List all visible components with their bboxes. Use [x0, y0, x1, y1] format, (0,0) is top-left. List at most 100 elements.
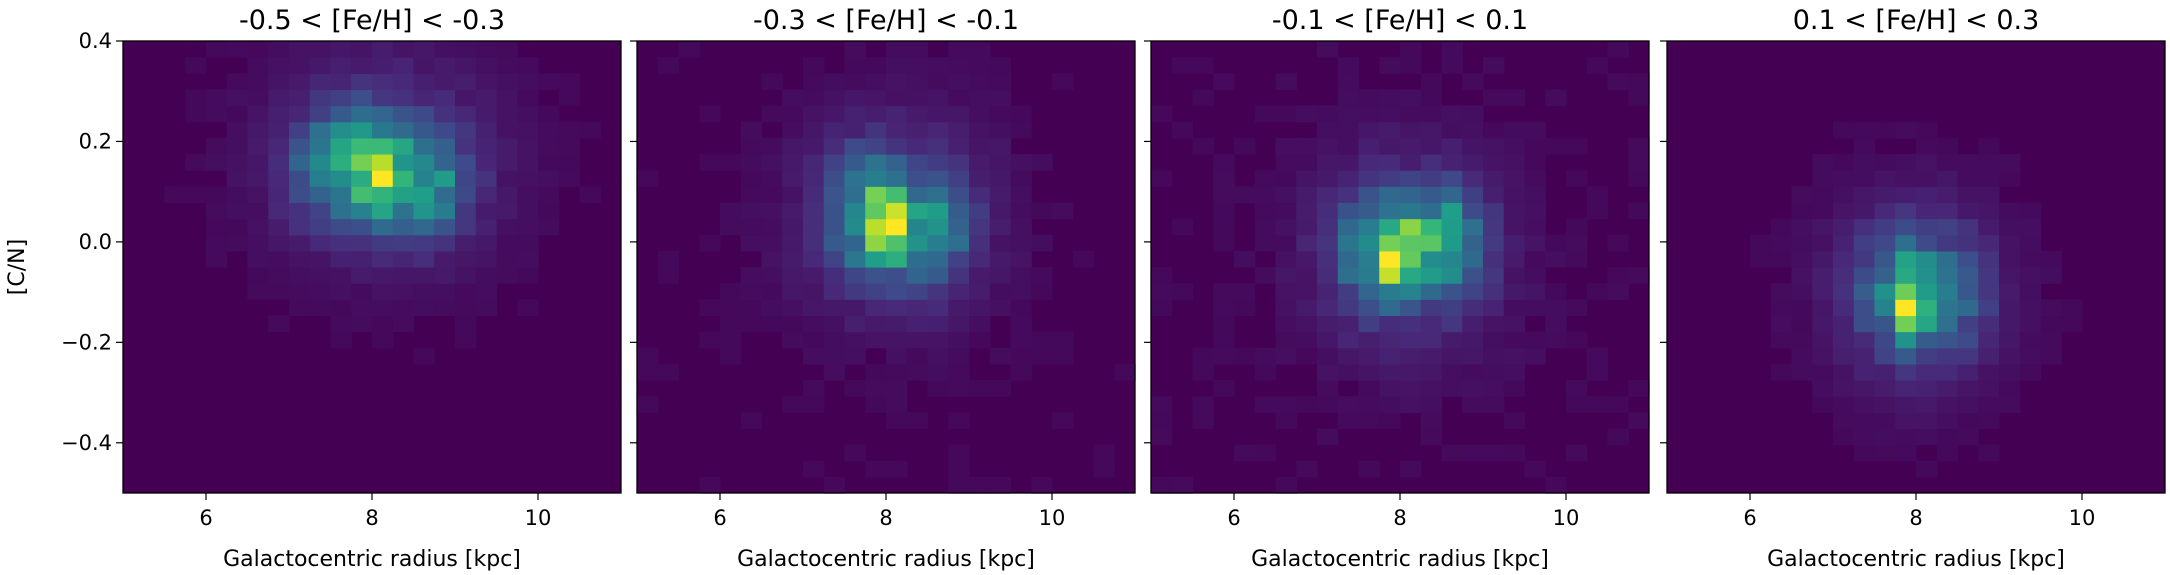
heatmap-cell: [823, 315, 846, 333]
heatmap-cell: [906, 105, 929, 123]
heatmap-cell: [1833, 283, 1855, 300]
heatmap-cell: [1503, 444, 1526, 462]
heatmap-cell: [268, 41, 290, 58]
heatmap-cell: [969, 218, 991, 236]
heatmap-cell: [372, 234, 394, 252]
heatmap-cell: [699, 105, 721, 123]
heatmap-cell: [1978, 363, 2000, 381]
heatmap-cell: [2040, 250, 2062, 268]
heatmap-cell: [1895, 444, 1917, 462]
heatmap-cell: [2040, 299, 2062, 317]
heatmap-cell: [1254, 218, 1277, 236]
heatmap-cell: [1999, 218, 2021, 236]
heatmap-cell: [886, 460, 908, 478]
x-tick-label: 8: [1393, 506, 1406, 530]
heatmap-cell: [989, 137, 1012, 155]
heatmap-cell: [823, 283, 846, 300]
heatmap-cell: [1462, 186, 1484, 204]
heatmap-cell: [844, 89, 866, 107]
heatmap-cell: [1957, 331, 1979, 349]
heatmap-cell: [1916, 412, 1938, 430]
heatmap-cell: [906, 154, 929, 171]
heatmap-cell: [1833, 202, 1855, 220]
heatmap-cell: [1916, 428, 1938, 446]
heatmap-cell: [1812, 283, 1834, 300]
heatmap-cell: [475, 73, 498, 91]
heatmap-cell: [2019, 315, 2042, 333]
heatmap-cell: [1607, 428, 1629, 446]
heatmap-cell: [969, 315, 991, 333]
heatmap-cell: [1072, 250, 1095, 268]
heatmap-cell: [185, 105, 207, 123]
heatmap-cell: [761, 250, 783, 268]
heatmap-cell: [823, 267, 846, 284]
heatmap-cell: [392, 73, 415, 91]
heatmap-cell: [1916, 154, 1938, 171]
heatmap-cell: [927, 331, 949, 349]
heatmap-cell: [1628, 137, 1650, 155]
heatmap-cell: [844, 137, 866, 155]
heatmap-cell: [1379, 380, 1401, 397]
heatmap-cell: [1895, 347, 1917, 365]
heatmap-cell: [1358, 186, 1380, 204]
heatmap-cell: [1936, 186, 1959, 204]
heatmap-cell: [1853, 380, 1876, 397]
heatmap-cell: [475, 267, 498, 284]
heatmap-cell: [1916, 170, 1938, 187]
heatmap-cell: [1254, 186, 1277, 204]
heatmap-cell: [1874, 154, 1896, 171]
heatmap-cell: [1833, 154, 1855, 171]
heatmap-cell: [1566, 331, 1588, 349]
heatmap-cell: [803, 105, 825, 123]
heatmap-cell: [1607, 396, 1629, 413]
heatmap-cell: [1358, 250, 1380, 268]
heatmap-cell: [761, 186, 783, 204]
heatmap-cell: [948, 380, 970, 397]
heatmap-cell: [844, 202, 866, 220]
heatmap-cell: [517, 186, 539, 204]
heatmap-cell: [1545, 299, 1567, 317]
heatmap-cell: [392, 137, 415, 155]
heatmap-cell: [1337, 202, 1360, 220]
heatmap-cell: [865, 105, 887, 123]
heatmap-cell: [1358, 105, 1380, 123]
heatmap-cell: [579, 186, 601, 204]
heatmap-cell: [330, 57, 352, 74]
heatmap-cell: [1441, 170, 1463, 187]
heatmap-cell: [475, 234, 498, 252]
heatmap-cell: [351, 137, 373, 155]
heatmap-cell: [1337, 396, 1360, 413]
heatmap-cell: [1275, 476, 1297, 494]
heatmap-cell: [1999, 315, 2021, 333]
heatmap-cell: [823, 105, 846, 123]
heatmap-cell: [1874, 121, 1896, 139]
heatmap-cell: [1296, 105, 1318, 123]
heatmap-cell: [1400, 363, 1422, 381]
heatmap-cell: [413, 89, 435, 107]
heatmap-cell: [1052, 73, 1074, 91]
heatmap-cell: [1400, 234, 1422, 252]
heatmap-cell: [865, 218, 887, 236]
heatmap-cell: [1462, 137, 1484, 155]
heatmap-cell: [1192, 57, 1214, 74]
heatmap-cell: [413, 218, 435, 236]
heatmap-cell: [434, 234, 456, 252]
heatmap-cell: [865, 121, 887, 139]
heatmap-cell: [761, 283, 783, 300]
heatmap-cell: [1586, 202, 1609, 220]
heatmap-cell: [434, 170, 456, 187]
heatmap-cell: [823, 363, 846, 381]
heatmap-cell: [1379, 170, 1401, 187]
heatmap-cell: [372, 331, 394, 349]
heatmap-cell: [1010, 299, 1032, 317]
heatmap-cell: [1895, 331, 1917, 349]
heatmap-cell: [1524, 250, 1546, 268]
heatmap-cell: [948, 331, 970, 349]
heatmap-cell: [1524, 218, 1546, 236]
heatmap-cell: [1400, 202, 1422, 220]
heatmap-cell: [413, 137, 435, 155]
heatmap-cell: [434, 250, 456, 268]
heatmap-cell: [455, 234, 477, 252]
heatmap-cell: [989, 267, 1012, 284]
heatmap-cell: [844, 444, 866, 462]
